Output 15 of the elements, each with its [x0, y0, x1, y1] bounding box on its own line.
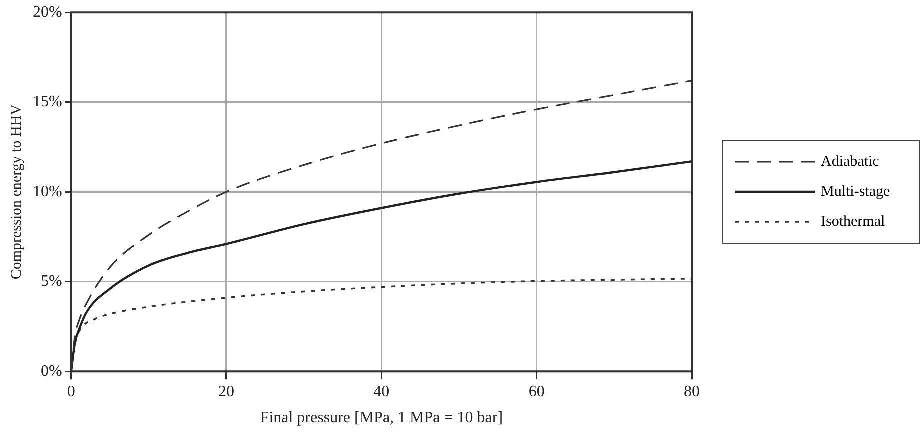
- y-tick-label: 15%: [33, 94, 62, 111]
- text: Multi-stage: [821, 184, 890, 200]
- y-tick-label: 20%: [33, 4, 62, 21]
- text: Isothermal: [821, 214, 886, 230]
- x-tick-label: 0: [67, 383, 76, 400]
- y-axis-title: Compression energy to HHV: [8, 104, 25, 280]
- x-tick-label: 80: [684, 383, 700, 400]
- x-tick-label: 60: [528, 383, 545, 400]
- x-axis-title: Final pressure [MPa, 1 MPa = 10 bar]: [260, 410, 504, 427]
- y-tick-label: 0%: [41, 362, 62, 380]
- x-tick-label: 40: [374, 383, 390, 400]
- y-tick-label: 5%: [41, 273, 62, 290]
- x-tick-label: 20: [218, 383, 234, 400]
- text: Adiabatic: [821, 154, 880, 170]
- y-tick-label: 10%: [33, 183, 62, 200]
